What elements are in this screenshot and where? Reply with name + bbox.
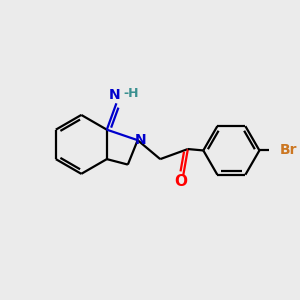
Text: Br: Br [280,143,297,158]
Text: O: O [175,174,188,189]
Text: -H: -H [123,87,139,100]
Text: N: N [135,133,147,147]
Text: N: N [109,88,121,103]
